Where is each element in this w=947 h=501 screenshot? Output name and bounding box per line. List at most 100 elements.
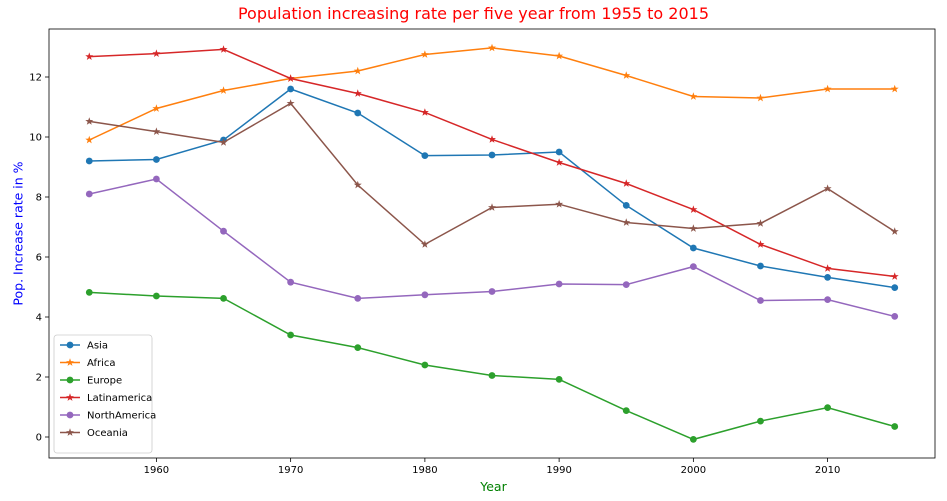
data-point-star-icon xyxy=(622,179,631,187)
data-point-star-icon xyxy=(622,71,631,79)
legend-label: Africa xyxy=(87,358,116,369)
data-point-circle-icon xyxy=(555,376,563,383)
data-point-circle-icon xyxy=(689,244,697,252)
legend-item-asia: Asia xyxy=(60,341,108,352)
data-point-star-icon xyxy=(152,104,161,112)
legend-label: Asia xyxy=(87,341,108,352)
x-tick-label: 1960 xyxy=(144,465,169,476)
series-line xyxy=(88,47,895,141)
data-point-star-icon xyxy=(555,200,564,208)
data-point-star-icon xyxy=(823,184,832,192)
data-point-star-icon xyxy=(286,99,295,107)
y-tick-label: 8 xyxy=(36,193,42,204)
legend-marker-star-icon xyxy=(66,428,74,436)
y-tick-label: 12 xyxy=(29,73,42,84)
data-point-star-icon xyxy=(555,158,564,166)
data-point-circle-icon xyxy=(354,344,362,351)
series-line xyxy=(89,102,896,246)
legend-item-northamerica: NorthAmerica xyxy=(60,411,156,422)
x-tick-label: 1980 xyxy=(412,465,437,476)
series-asia xyxy=(85,85,899,291)
legend-marker-circle-icon xyxy=(66,411,74,419)
data-point-circle-icon xyxy=(85,289,93,296)
legend-item-oceania: Oceania xyxy=(60,428,128,439)
data-point-star-icon xyxy=(286,74,295,82)
data-point-star-icon xyxy=(890,227,899,235)
data-point-circle-icon xyxy=(421,361,429,369)
data-point-star-icon xyxy=(689,205,698,213)
series-northamerica xyxy=(85,175,899,320)
y-tick-label: 4 xyxy=(36,313,42,324)
data-point-circle-icon xyxy=(488,288,496,295)
data-point-circle-icon xyxy=(85,190,93,198)
data-point-star-icon xyxy=(152,127,161,135)
series-line xyxy=(89,88,895,289)
data-point-star-icon xyxy=(756,219,765,227)
legend-item-africa: Africa xyxy=(60,358,116,369)
data-point-circle-icon xyxy=(152,175,160,183)
data-point-star-icon xyxy=(756,93,765,102)
series-africa xyxy=(85,43,899,144)
data-point-circle-icon xyxy=(421,291,429,299)
data-point-circle-icon xyxy=(85,157,93,165)
data-point-star-icon xyxy=(488,203,496,211)
legend-label: Latinamerica xyxy=(87,393,152,404)
data-point-circle-icon xyxy=(287,331,295,339)
data-point-star-icon xyxy=(420,240,429,248)
legend-marker-star-icon xyxy=(66,358,74,366)
legend-label: Oceania xyxy=(87,428,128,439)
x-tick-label: 2000 xyxy=(681,465,706,476)
y-tick-label: 2 xyxy=(36,373,42,384)
series-oceania xyxy=(85,99,899,248)
series-line xyxy=(89,48,895,278)
chart-title: Population increasing rate per five year… xyxy=(237,4,710,23)
data-point-star-icon xyxy=(488,43,496,52)
plot-area xyxy=(48,28,936,459)
legend-marker-circle-icon xyxy=(66,341,74,349)
data-point-circle-icon xyxy=(757,262,764,270)
data-point-circle-icon xyxy=(220,227,227,235)
data-point-circle-icon xyxy=(757,297,764,304)
data-point-star-icon xyxy=(823,264,832,272)
data-point-star-icon xyxy=(689,224,698,232)
data-point-star-icon xyxy=(353,89,362,97)
x-axis-label: Year xyxy=(480,479,507,494)
data-point-circle-icon xyxy=(555,280,563,288)
legend-marker-circle-icon xyxy=(66,376,74,384)
data-point-circle-icon xyxy=(689,436,697,443)
series-europe xyxy=(85,289,899,443)
data-point-circle-icon xyxy=(824,296,832,303)
data-point-circle-icon xyxy=(891,423,899,430)
data-point-circle-icon xyxy=(354,295,362,302)
series-line xyxy=(89,178,895,318)
data-point-circle-icon xyxy=(220,295,227,302)
data-point-circle-icon xyxy=(824,274,832,281)
legend-label: Europe xyxy=(87,376,122,387)
data-point-star-icon xyxy=(219,45,228,53)
data-point-circle-icon xyxy=(488,151,496,159)
data-point-circle-icon xyxy=(622,407,630,414)
x-tick-label: 1970 xyxy=(278,465,303,476)
legend-box xyxy=(53,334,153,454)
series-line xyxy=(89,291,895,441)
legend-label: NorthAmerica xyxy=(87,411,156,422)
data-point-circle-icon xyxy=(287,85,295,93)
data-point-circle-icon xyxy=(287,278,295,286)
data-point-star-icon xyxy=(823,84,832,93)
data-point-star-icon xyxy=(353,180,362,189)
data-point-star-icon xyxy=(85,52,94,60)
data-point-star-icon xyxy=(85,135,94,144)
data-point-star-icon xyxy=(756,240,765,248)
series-latinamerica xyxy=(85,45,899,280)
legend: Asia Africa Europe Latinamerica NorthAmerica… xyxy=(53,334,156,454)
data-point-star-icon xyxy=(488,135,496,143)
data-point-circle-icon xyxy=(421,152,429,160)
data-point-circle-icon xyxy=(622,281,630,288)
x-tick-label: 2010 xyxy=(815,465,840,476)
y-tick-label: 0 xyxy=(36,433,42,444)
data-point-star-icon xyxy=(890,272,899,280)
x-tick-label: 1990 xyxy=(546,465,571,476)
data-point-circle-icon xyxy=(555,148,563,156)
data-point-circle-icon xyxy=(622,202,630,209)
